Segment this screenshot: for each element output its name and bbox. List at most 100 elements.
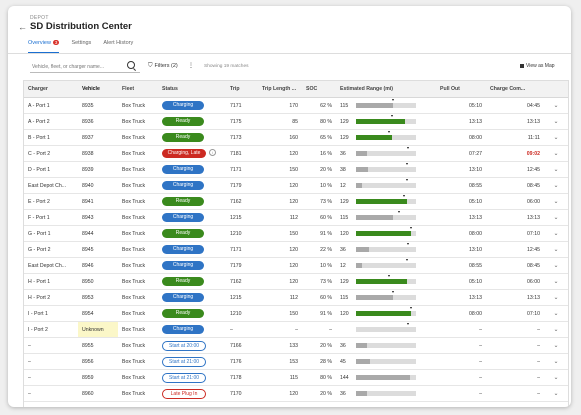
table-row[interactable]: East Depot Ch... 8946 Box Truck Charging 717… — [24, 257, 568, 274]
col-header-charger[interactable]: Charger — [24, 81, 78, 98]
col-header-trip[interactable]: Trip — [226, 81, 258, 98]
expand-row-icon[interactable]: ⌄ — [544, 193, 568, 210]
table-row[interactable]: –8955 Box Truck Start at 20:00 7166 133 20 % 3… — [24, 337, 568, 354]
vehicle-cell: 8955 — [78, 337, 118, 354]
more-options-icon[interactable]: ⋮ — [188, 63, 194, 69]
table-row[interactable]: H - Port 1 8950 Box Truck Ready 7162 120 73 % 1… — [24, 273, 568, 290]
col-header-soc[interactable]: SOC — [302, 81, 336, 98]
col-header-fleet[interactable]: Fleet — [118, 81, 158, 98]
expand-row-icon[interactable]: ⌄ — [544, 273, 568, 290]
info-icon[interactable]: i — [209, 149, 216, 156]
fleet-cell: Box Truck — [118, 273, 158, 290]
charge-complete-cell: 13:13 — [486, 289, 544, 306]
table-row[interactable]: H - Port 2 8953 Box Truck Charging 1215 112 60… — [24, 289, 568, 306]
expand-row-icon[interactable]: ⌄ — [544, 161, 568, 178]
vehicle-cell: 8941 — [78, 193, 118, 210]
expand-row-icon[interactable]: ⌄ — [544, 113, 568, 130]
table-row[interactable]: I - Port 2 Unknown Box Truck Charging – – – – – ⌄ — [24, 321, 568, 338]
table-row[interactable]: B - Port 1 8937 Box Truck Ready 7173 160 65 % 1… — [24, 129, 568, 146]
table-row[interactable]: –8959 Box Truck Start at 21:00 7178 115 80 % 1… — [24, 369, 568, 386]
charger-cell: – — [24, 385, 78, 402]
expand-row-icon[interactable]: ⌄ — [544, 129, 568, 146]
expand-row-icon[interactable]: ⌄ — [544, 385, 568, 402]
search-icon[interactable] — [127, 61, 135, 69]
status-badge: Ready — [162, 229, 204, 238]
table-row[interactable]: G - Port 1 8944 Box Truck Ready 1210 150 91 % 1… — [24, 225, 568, 242]
col-header-trip-length[interactable]: Trip Length ... — [258, 81, 302, 98]
col-header-estimated-range[interactable]: Estimated Range (mi) — [336, 81, 436, 98]
charger-cell: I - Port 2 — [24, 321, 78, 338]
alert-count-badge: 3 — [52, 40, 60, 45]
range-bar — [356, 99, 416, 108]
table-row[interactable]: I - Port 1 8954 Box Truck Ready 1210 150 91 % 1… — [24, 305, 568, 322]
pull-out-cell: – — [436, 321, 486, 338]
expand-row-icon[interactable]: ⌄ — [544, 289, 568, 306]
range-cell: 129 — [336, 129, 436, 146]
col-header-charge-complete[interactable]: Charge Com... — [486, 81, 544, 98]
table-row[interactable]: –8956 Box Truck Start at 21:00 7176 153 28 % 4… — [24, 353, 568, 370]
range-fill — [356, 183, 362, 188]
fleet-cell: Box Truck — [118, 225, 158, 242]
expand-row-icon[interactable]: ⌄ — [544, 177, 568, 194]
expand-row-icon[interactable]: ⌄ — [544, 353, 568, 370]
range-value: 120 — [340, 230, 349, 237]
table-row[interactable]: E - Port 2 8941 Box Truck Ready 7162 120 73 % 1… — [24, 193, 568, 210]
range-bar — [356, 275, 416, 284]
tab-alert-history[interactable]: Alert History — [103, 40, 134, 46]
table-row[interactable]: East Depot Ch... 8940 Box Truck Charging 717… — [24, 177, 568, 194]
range-fill — [356, 119, 406, 124]
header-divider — [8, 53, 571, 54]
tab-settings[interactable]: Settings — [71, 40, 92, 46]
search-input[interactable] — [30, 61, 140, 73]
expand-row-icon[interactable]: ⌄ — [544, 257, 568, 274]
charge-complete-cell: 07:10 — [486, 305, 544, 322]
expand-row-icon[interactable]: ⌄ — [544, 225, 568, 242]
expand-row-icon[interactable]: ⌄ — [544, 97, 568, 114]
col-header-pull-out[interactable]: Pull Out — [436, 81, 486, 98]
range-value: 115 — [340, 102, 349, 109]
table-row[interactable]: A - Port 2 8936 Box Truck Ready 7175 85 80 % 12… — [24, 113, 568, 130]
status-cell: Ready — [158, 273, 226, 290]
charger-cell: B - Port 1 — [24, 129, 78, 146]
table-row[interactable]: –8960 Box Truck Late Plug In 7170 120 20 % 36–… — [24, 385, 568, 402]
expand-row-icon[interactable]: ⌄ — [544, 369, 568, 386]
table-row[interactable]: A - Port 1 8935 Box Truck Charging 7171 170 62… — [24, 97, 568, 114]
table-row[interactable]: F - Port 1 8943 Box Truck Charging 1215 112 60… — [24, 209, 568, 226]
table-row[interactable]: D - Port 1 8939 Box Truck Charging 7171 150 20… — [24, 161, 568, 178]
col-header-status[interactable]: Status — [158, 81, 226, 98]
vehicle-cell: 8946 — [78, 257, 118, 274]
range-cell: 38 — [336, 161, 436, 178]
filters-button[interactable]: ⛉ Filters (2) — [148, 63, 178, 70]
expand-row-icon[interactable]: ⌄ — [544, 321, 568, 338]
charger-cell: A - Port 1 — [24, 97, 78, 114]
table-header-row: Charger Vehicle Fleet Status Trip Trip L… — [24, 81, 568, 98]
expand-row-icon[interactable]: ⌄ — [544, 337, 568, 354]
charger-cell: D - Port 1 — [24, 161, 78, 178]
expand-row-icon[interactable]: ⌄ — [544, 305, 568, 322]
charger-cell: G - Port 1 — [24, 225, 78, 242]
expand-row-icon[interactable]: ⌄ — [544, 241, 568, 258]
range-bar — [356, 115, 416, 124]
tab-overview[interactable]: Overview 3 — [28, 39, 60, 53]
range-fill — [356, 231, 412, 236]
table-row[interactable]: C - Port 2 8938 Box Truck Charging, Late i 71… — [24, 145, 568, 162]
expand-row-icon[interactable]: ⌄ — [544, 209, 568, 226]
table-row[interactable]: G - Port 2 8945 Box Truck Charging 7171 120 22… — [24, 241, 568, 258]
status-badge: Charging — [162, 213, 204, 222]
status-badge: Ready — [162, 309, 204, 318]
trip-cell: 7176 — [226, 353, 258, 370]
soc-cell: 16 % — [302, 145, 336, 162]
trip-length-cell: 120 — [258, 177, 302, 194]
back-arrow-icon[interactable]: ← — [18, 22, 27, 32]
vehicle-cell: 8939 — [78, 161, 118, 178]
col-header-vehicle[interactable]: Vehicle — [78, 81, 118, 98]
pull-out-cell: 08:00 — [436, 225, 486, 242]
status-badge: Charging — [162, 101, 204, 110]
range-bar — [356, 343, 416, 348]
expand-row-icon[interactable]: ⌄ — [544, 145, 568, 162]
trip-cell: 7162 — [226, 273, 258, 290]
vehicle-cell: 8954 — [78, 305, 118, 322]
range-target-marker — [405, 179, 408, 181]
view-as-map-button[interactable]: View as Map — [520, 63, 555, 69]
vehicle-cell: 8938 — [78, 145, 118, 162]
